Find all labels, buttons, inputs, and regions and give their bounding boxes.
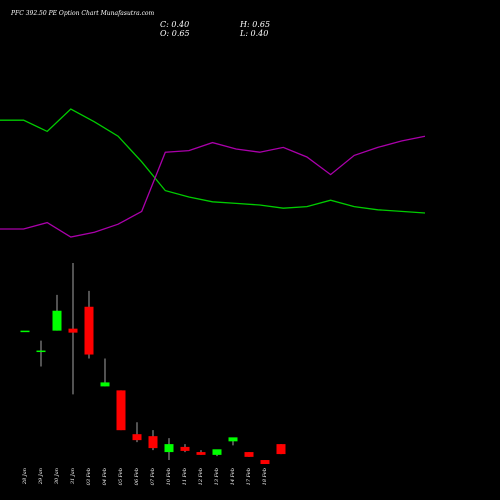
candle-body — [228, 437, 238, 442]
candle-body — [180, 446, 190, 451]
x-tick-label: 04 Feb — [102, 468, 108, 485]
candle — [276, 444, 286, 455]
candle — [100, 358, 110, 387]
indicator-line-0 — [0, 108, 426, 214]
candle-body — [132, 434, 142, 441]
x-tick-label: 31 Jan — [70, 468, 76, 484]
high-label: H: 0.65 — [239, 20, 270, 29]
x-tick-label: 07 Feb — [150, 468, 156, 485]
candle — [260, 460, 270, 465]
candle-body — [84, 306, 94, 355]
candle — [116, 390, 126, 431]
candle — [164, 438, 174, 461]
candle-body — [276, 444, 286, 455]
candle-body — [52, 310, 62, 331]
candle-body — [244, 452, 254, 457]
candle-body — [116, 390, 126, 431]
candle — [132, 422, 142, 443]
candle — [20, 330, 30, 333]
candle — [180, 444, 190, 453]
candle-body — [36, 350, 46, 353]
x-tick-label: 05 Feb — [118, 468, 124, 485]
x-axis: 28 Jan 29 Jan 30 Jan 31 Jan 03 Feb 04 Feb 05 F… — [22, 468, 268, 485]
candle-body — [212, 449, 222, 455]
x-tick-label: 11 Feb — [182, 468, 188, 485]
candle-body — [20, 330, 30, 333]
x-tick-label: 03 Feb — [86, 468, 92, 485]
candle-body — [164, 444, 174, 453]
x-tick-label: 14 Feb — [230, 468, 236, 485]
x-tick-label: 17 Feb — [246, 468, 252, 485]
candle — [84, 290, 94, 359]
candle — [36, 340, 46, 367]
candle — [228, 437, 238, 446]
candle-body — [100, 382, 110, 387]
x-tick-label: 13 Feb — [214, 468, 220, 485]
candle — [52, 294, 62, 331]
indicator-lines — [0, 108, 426, 238]
x-tick-label: 12 Feb — [198, 468, 204, 485]
x-tick-label: 06 Feb — [134, 468, 140, 485]
candle — [148, 430, 158, 451]
indicator-line-1 — [0, 135, 426, 238]
close-label: C: 0.40 — [160, 20, 189, 29]
x-tick-label: 10 Feb — [166, 468, 172, 485]
candle — [196, 450, 206, 455]
candle — [68, 262, 78, 395]
x-tick-label: 30 Jan — [54, 468, 60, 484]
low-label: L: 0.40 — [239, 29, 268, 38]
x-tick-label: 28 Jan — [22, 468, 28, 485]
candle-body — [196, 452, 206, 455]
chart-title: PFC 392.50 PE Option Chart Munafasutra.c… — [10, 10, 155, 17]
candle — [212, 449, 222, 457]
candles — [20, 262, 286, 465]
open-label: O: 0.65 — [160, 29, 190, 38]
candle-body — [148, 436, 158, 449]
x-tick-label: 29 Jan — [38, 468, 44, 485]
candle — [244, 452, 254, 457]
candle-body — [68, 328, 78, 333]
x-tick-label: 18 Feb — [262, 468, 268, 485]
candle-body — [260, 460, 270, 465]
